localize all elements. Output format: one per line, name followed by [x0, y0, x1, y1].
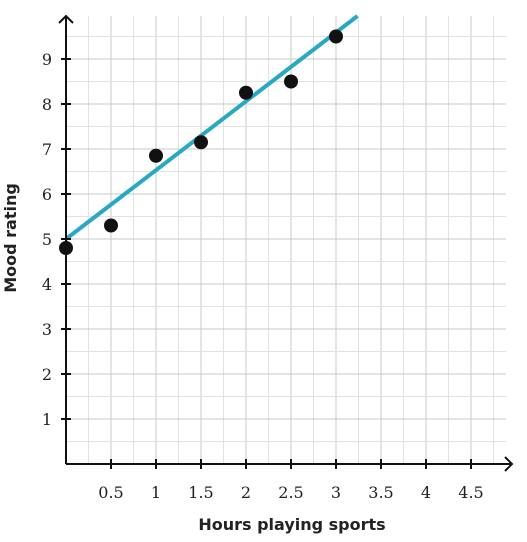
y-axis-title: Mood rating [1, 183, 20, 293]
data-point [104, 218, 118, 233]
x-tick-label: 3.5 [368, 483, 393, 502]
y-tick-label: 1 [42, 410, 52, 429]
trend-line [64, 14, 359, 241]
x-tick-label: 0.5 [98, 483, 123, 502]
y-tick-label: 3 [42, 320, 52, 339]
x-tick-label: 2 [241, 483, 251, 502]
data-point [329, 29, 343, 44]
x-axis-title: Hours playing sports [198, 515, 385, 534]
x-tick-label: 1 [151, 483, 161, 502]
x-tick-label: 4.5 [458, 483, 483, 502]
y-axis-arrow-icon [58, 14, 74, 24]
y-tick-label: 2 [42, 365, 52, 384]
x-tick-label: 3 [331, 483, 341, 502]
y-tick-label: 7 [42, 140, 52, 159]
ticks: 0.5 1 1.5 2 2.5 3 3.5 4 4.5 1 2 3 4 5 6 7 8 9 [42, 50, 484, 502]
data-points [59, 29, 343, 255]
y-tick-label: 9 [42, 50, 52, 69]
data-point [194, 135, 208, 150]
x-tick-label: 1.5 [188, 483, 213, 502]
y-tick-label: 6 [42, 185, 52, 204]
data-point [284, 74, 298, 89]
data-point [239, 85, 253, 100]
x-tick-label: 4 [421, 483, 431, 502]
x-axis-arrow-icon [504, 456, 514, 472]
x-tick-label: 2.5 [278, 483, 303, 502]
grid [66, 16, 506, 464]
y-tick-label: 4 [42, 275, 52, 294]
data-point [59, 241, 73, 255]
y-tick-label: 8 [42, 95, 52, 114]
trend-line-group [64, 14, 359, 241]
y-tick-label: 5 [42, 230, 52, 249]
data-point [149, 148, 163, 163]
